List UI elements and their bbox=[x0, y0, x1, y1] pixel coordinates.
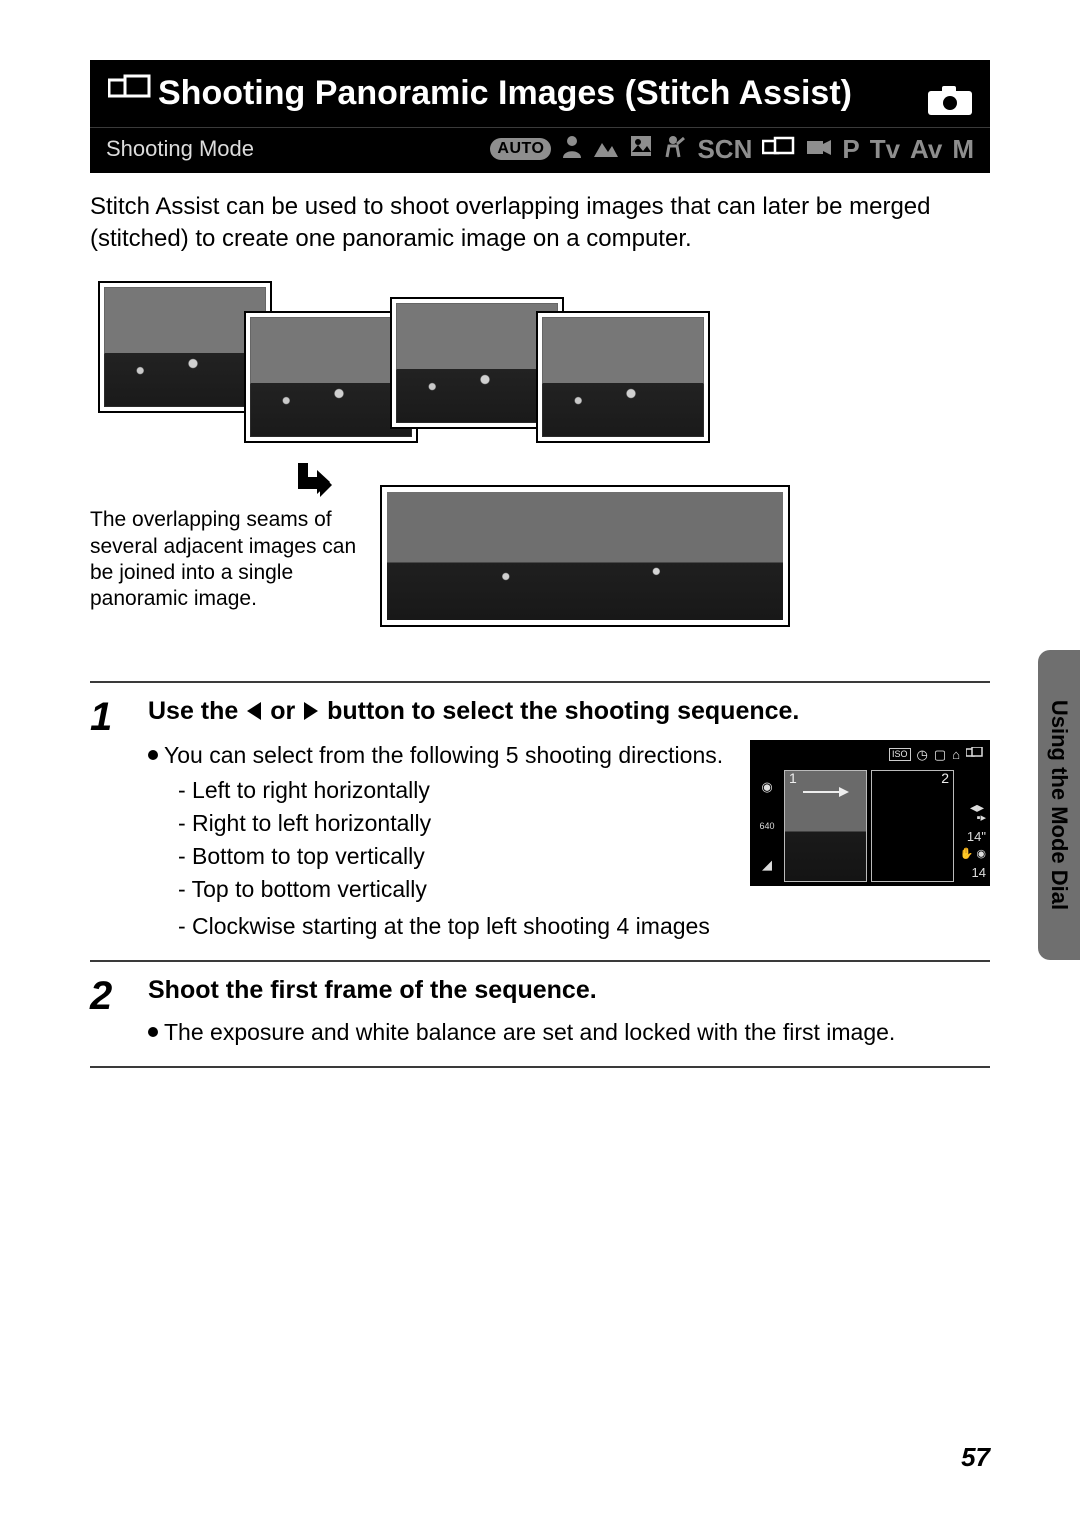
mode-m-text: M bbox=[952, 134, 974, 165]
step-1-number: 1 bbox=[90, 695, 130, 944]
lcd-frame-1-num: 1 bbox=[789, 769, 797, 788]
side-chapter-tab: Using the Mode Dial bbox=[1038, 650, 1080, 960]
section-title-text: Shooting Panoramic Images (Stitch Assist… bbox=[158, 72, 852, 115]
side-chapter-label: Using the Mode Dial bbox=[1046, 700, 1072, 910]
direction-5: - Clockwise starting at the top left sho… bbox=[178, 911, 990, 942]
section-header: Shooting Panoramic Images (Stitch Assist… bbox=[90, 60, 990, 127]
camera-mode-icon bbox=[926, 83, 974, 117]
panorama-illustration: The overlapping seams of several adjacen… bbox=[90, 281, 990, 651]
step-1-bullet-text: You can select from the following 5 shoo… bbox=[164, 740, 723, 771]
bullet-icon bbox=[148, 750, 158, 760]
bullet-icon bbox=[148, 1027, 158, 1037]
lcd-time: 14" bbox=[967, 828, 986, 846]
lcd-count: 14 bbox=[972, 864, 986, 882]
step-1-heading-pre: Use the bbox=[148, 697, 245, 725]
merged-caption: The overlapping seams of several adjacen… bbox=[90, 507, 370, 612]
mode-av-text: Av bbox=[910, 134, 942, 165]
direction-list: - Left to right horizontally - Right to … bbox=[148, 775, 732, 905]
lcd-quality-icon: ◢ bbox=[762, 856, 772, 874]
lcd-stitch-icon bbox=[966, 746, 984, 764]
section-title: Shooting Panoramic Images (Stitch Assist… bbox=[108, 72, 972, 117]
step-2-bullet-text: The exposure and white balance are set a… bbox=[164, 1017, 895, 1048]
right-arrow-icon bbox=[302, 697, 320, 730]
mode-landscape-icon bbox=[593, 134, 619, 165]
step-1-heading-mid: or bbox=[263, 697, 302, 725]
arrow-merge-icon bbox=[292, 461, 334, 508]
direction-list-cont: - Clockwise starting at the top left sho… bbox=[148, 911, 990, 942]
panorama-thumb-strip bbox=[90, 281, 990, 461]
lcd-frame-2-num: 2 bbox=[941, 769, 949, 788]
step-2: 2 Shoot the first frame of the sequence.… bbox=[90, 960, 990, 1068]
mode-icons-strip: AUTO SCN P Tv Av M bbox=[268, 134, 974, 165]
lcd-hand-icon: ✋ ◉ bbox=[960, 847, 986, 862]
direction-2: - Right to left horizontally bbox=[178, 808, 732, 839]
step-2-number: 2 bbox=[90, 974, 130, 1050]
step-2-heading: Shoot the first frame of the sequence. bbox=[148, 974, 990, 1007]
mode-portrait-icon bbox=[561, 134, 583, 165]
lcd-movie-small-icon: ▪▸ bbox=[977, 811, 986, 826]
page-number: 57 bbox=[961, 1442, 990, 1473]
direction-4: - Top to bottom vertically bbox=[178, 874, 732, 905]
step-1-heading: Use the or button to select the shooting… bbox=[148, 695, 990, 730]
lcd-top-icons: ISO ◷ ▢ ⌂ bbox=[750, 740, 990, 766]
step-1-bullet: You can select from the following 5 shoo… bbox=[148, 740, 732, 771]
lcd-preview: ISO ◷ ▢ ⌂ ◉ 640 ◢ bbox=[750, 740, 990, 886]
intro-paragraph: Stitch Assist can be used to shoot overl… bbox=[90, 191, 990, 256]
step-1: 1 Use the or button to select the shooti… bbox=[90, 681, 990, 960]
shooting-mode-label: Shooting Mode bbox=[106, 136, 254, 162]
lcd-single-icon: ▢ bbox=[934, 746, 946, 764]
left-arrow-icon bbox=[245, 697, 263, 730]
lcd-lock-icon: ⌂ bbox=[952, 746, 960, 764]
mode-p-text: P bbox=[842, 134, 859, 165]
direction-1: - Left to right horizontally bbox=[178, 775, 732, 806]
mode-kids-icon bbox=[663, 134, 687, 165]
mode-movie-icon bbox=[806, 134, 832, 165]
lcd-timer-icon: ◷ bbox=[917, 746, 928, 764]
step-2-bullet: The exposure and white balance are set a… bbox=[148, 1017, 990, 1048]
direction-3: - Bottom to top vertically bbox=[178, 841, 732, 872]
mode-night-icon bbox=[629, 134, 653, 165]
lcd-frame-2: 2 bbox=[871, 770, 954, 882]
mode-scn-text: SCN bbox=[697, 134, 752, 165]
lcd-arrow-icon bbox=[803, 775, 849, 806]
lcd-res-icon: 640 bbox=[759, 820, 774, 832]
step-1-heading-post: button to select the shooting sequence. bbox=[320, 697, 799, 725]
stitch-assist-icon bbox=[108, 72, 152, 117]
lcd-frame-1: 1 bbox=[784, 770, 867, 882]
mode-stitch-icon bbox=[762, 134, 796, 165]
panorama-thumb-4 bbox=[536, 311, 710, 443]
mode-tv-text: Tv bbox=[870, 134, 900, 165]
shooting-mode-row: Shooting Mode AUTO SCN P Tv Av M bbox=[90, 127, 990, 173]
merged-panorama-image bbox=[380, 485, 790, 627]
steps-list: 1 Use the or button to select the shooti… bbox=[90, 681, 990, 1067]
lcd-meter-icon: ◉ bbox=[761, 778, 772, 796]
lcd-body: ◉ 640 ◢ 1 bbox=[750, 766, 990, 886]
lcd-iso-icon: ISO bbox=[889, 748, 911, 761]
mode-auto-pill: AUTO bbox=[490, 138, 551, 160]
